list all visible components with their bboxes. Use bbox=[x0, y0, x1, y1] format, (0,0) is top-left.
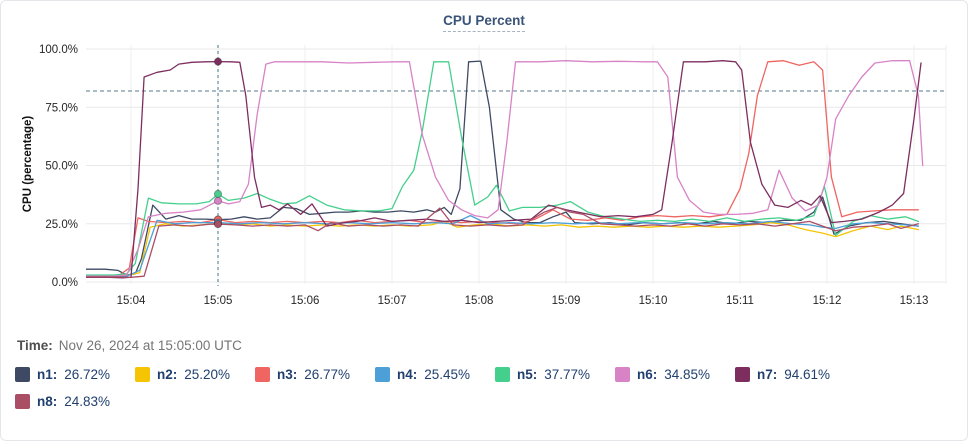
x-tick-label: 15:13 bbox=[900, 295, 929, 307]
legend-item-n1[interactable]: n1: 26.72% bbox=[15, 367, 135, 382]
series-line-n1 bbox=[86, 60, 920, 276]
legend-swatch-n8 bbox=[15, 394, 30, 409]
crosshair-dot-n5 bbox=[213, 189, 223, 199]
x-tick-label: 15:09 bbox=[552, 295, 581, 307]
series-line-n4 bbox=[86, 214, 920, 278]
legend-label-n8: n8: bbox=[37, 394, 58, 409]
y-tick-label: 0.0% bbox=[52, 277, 78, 289]
legend-item-n5[interactable]: n5: 37.77% bbox=[495, 367, 615, 382]
series-line-n6 bbox=[86, 60, 924, 277]
legend-value-n2: 25.20% bbox=[184, 367, 231, 382]
legend-label-n3: n3: bbox=[277, 367, 298, 382]
series-line-n7 bbox=[86, 60, 922, 279]
legend-value-n3: 26.77% bbox=[304, 367, 351, 382]
legend-item-n7[interactable]: n7: 94.61% bbox=[735, 367, 855, 382]
legend-swatch-n2 bbox=[135, 367, 150, 382]
chart-legend: n1: 26.72% n2: 25.20% n3: 26.77% n4: 25.45% n5: 3… bbox=[15, 367, 867, 409]
crosshair-dot-n6 bbox=[213, 196, 223, 205]
y-tick-label: 50.0% bbox=[45, 161, 78, 173]
series-line-n2 bbox=[86, 220, 920, 277]
x-tick-label: 15:05 bbox=[204, 295, 233, 307]
x-tick-label: 15:10 bbox=[639, 295, 668, 307]
y-tick-label: 100.0% bbox=[39, 44, 78, 56]
legend-value-n8: 24.83% bbox=[64, 394, 111, 409]
legend-value-n4: 25.45% bbox=[424, 367, 471, 382]
legend-label-n6: n6: bbox=[637, 367, 658, 382]
legend-swatch-n6 bbox=[615, 367, 630, 382]
series-line-n5 bbox=[86, 61, 920, 276]
legend-label-n4: n4: bbox=[397, 367, 418, 382]
legend-swatch-n5 bbox=[495, 367, 510, 382]
plot-area: 0.0% 25.0% 50.0% 75.0% 100.0% 15:04 15:05 15:06… bbox=[1, 1, 968, 323]
legend-item-n4[interactable]: n4: 25.45% bbox=[375, 367, 495, 382]
crosshair-dot-n7 bbox=[213, 57, 223, 66]
chart-title: CPU Percent bbox=[1, 12, 967, 32]
x-tick-label: 15:12 bbox=[813, 295, 842, 307]
legend-label-n1: n1: bbox=[37, 367, 58, 382]
x-tick-label: 15:07 bbox=[378, 295, 407, 307]
time-row: Time: Nov 26, 2024 at 15:05:00 UTC bbox=[17, 338, 242, 353]
legend-value-n6: 34.85% bbox=[664, 367, 711, 382]
legend-item-n8[interactable]: n8: 24.83% bbox=[15, 394, 135, 409]
series-line-n8 bbox=[86, 206, 920, 278]
chart-svg[interactable]: 0.0% 25.0% 50.0% 75.0% 100.0% 15:04 15:05 15:06… bbox=[1, 1, 968, 323]
legend-swatch-n4 bbox=[375, 367, 390, 382]
legend-value-n5: 37.77% bbox=[544, 367, 591, 382]
legend-label-n7: n7: bbox=[757, 367, 778, 382]
x-tick-label: 15:08 bbox=[465, 295, 494, 307]
y-tick-label: 25.0% bbox=[45, 219, 78, 231]
crosshair-dot-n8 bbox=[213, 220, 223, 229]
time-label: Time: bbox=[17, 338, 53, 353]
legend-swatch-n3 bbox=[255, 367, 270, 382]
legend-value-n7: 94.61% bbox=[784, 367, 831, 382]
legend-item-n2[interactable]: n2: 25.20% bbox=[135, 367, 255, 382]
x-tick-label: 15:11 bbox=[726, 295, 754, 307]
y-axis-title: CPU (percentage) bbox=[22, 116, 34, 213]
legend-swatch-n7 bbox=[735, 367, 750, 382]
chart-title-text[interactable]: CPU Percent bbox=[443, 13, 525, 32]
legend-item-n3[interactable]: n3: 26.77% bbox=[255, 367, 375, 382]
legend-item-n6[interactable]: n6: 34.85% bbox=[615, 367, 735, 382]
legend-label-n5: n5: bbox=[517, 367, 538, 382]
legend-value-n1: 26.72% bbox=[64, 367, 111, 382]
x-tick-label: 15:06 bbox=[291, 295, 320, 307]
y-tick-label: 75.0% bbox=[45, 102, 78, 114]
legend-swatch-n1 bbox=[15, 367, 30, 382]
x-tick-label: 15:04 bbox=[117, 295, 146, 307]
legend-label-n2: n2: bbox=[157, 367, 178, 382]
time-value: Nov 26, 2024 at 15:05:00 UTC bbox=[58, 338, 242, 353]
series-line-n3 bbox=[86, 60, 920, 278]
